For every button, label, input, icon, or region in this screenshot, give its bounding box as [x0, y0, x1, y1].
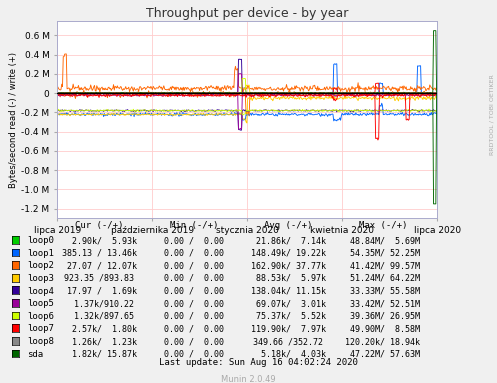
Text: Cur (-/+): Cur (-/+): [75, 221, 124, 230]
Text: 27.07 / 12.07k: 27.07 / 12.07k: [62, 261, 137, 270]
Text: 138.04k/ 11.15k: 138.04k/ 11.15k: [251, 286, 326, 296]
Text: 1.26k/  1.23k: 1.26k/ 1.23k: [62, 337, 137, 346]
Text: 39.36M/ 26.95M: 39.36M/ 26.95M: [345, 312, 420, 321]
Text: 0.00 /  0.00: 0.00 / 0.00: [164, 236, 224, 245]
Text: RRDTOOL / TOBI OETIKER: RRDTOOL / TOBI OETIKER: [490, 75, 495, 155]
Text: 1.82k/ 15.87k: 1.82k/ 15.87k: [62, 350, 137, 359]
Text: 33.33M/ 55.58M: 33.33M/ 55.58M: [345, 286, 420, 296]
Text: 49.90M/  8.58M: 49.90M/ 8.58M: [345, 324, 420, 334]
Text: 2.90k/  5.93k: 2.90k/ 5.93k: [62, 236, 137, 245]
Text: 1.32k/897.65: 1.32k/897.65: [65, 312, 134, 321]
Text: sda: sda: [27, 350, 43, 359]
Text: Avg (-/+): Avg (-/+): [264, 221, 313, 230]
Text: 17.97 /  1.69k: 17.97 / 1.69k: [62, 286, 137, 296]
Text: 0.00 /  0.00: 0.00 / 0.00: [164, 350, 224, 359]
Text: 88.53k/  5.97k: 88.53k/ 5.97k: [251, 274, 326, 283]
Text: 33.42M/ 52.51M: 33.42M/ 52.51M: [345, 299, 420, 308]
Text: 48.84M/  5.69M: 48.84M/ 5.69M: [345, 236, 420, 245]
Text: 923.35 /893.83: 923.35 /893.83: [65, 274, 134, 283]
Text: 47.22M/ 57.63M: 47.22M/ 57.63M: [345, 350, 420, 359]
Text: 0.00 /  0.00: 0.00 / 0.00: [164, 312, 224, 321]
Text: 51.24M/ 64.22M: 51.24M/ 64.22M: [345, 274, 420, 283]
Text: 385.13 / 13.46k: 385.13 / 13.46k: [62, 249, 137, 258]
Text: loop8: loop8: [27, 337, 54, 346]
Text: loop4: loop4: [27, 286, 54, 296]
Text: loop2: loop2: [27, 261, 54, 270]
Text: 1.37k/910.22: 1.37k/910.22: [65, 299, 134, 308]
Text: 21.86k/  7.14k: 21.86k/ 7.14k: [251, 236, 326, 245]
Text: 0.00 /  0.00: 0.00 / 0.00: [164, 261, 224, 270]
Text: 2.57k/  1.80k: 2.57k/ 1.80k: [62, 324, 137, 334]
Text: loop3: loop3: [27, 274, 54, 283]
Text: 0.00 /  0.00: 0.00 / 0.00: [164, 324, 224, 334]
Text: 69.07k/  3.01k: 69.07k/ 3.01k: [251, 299, 326, 308]
Text: Max (-/+): Max (-/+): [358, 221, 407, 230]
Text: loop5: loop5: [27, 299, 54, 308]
Text: 0.00 /  0.00: 0.00 / 0.00: [164, 337, 224, 346]
Text: 349.66 /352.72: 349.66 /352.72: [253, 337, 323, 346]
Text: 75.37k/  5.52k: 75.37k/ 5.52k: [251, 312, 326, 321]
Text: 54.35M/ 52.25M: 54.35M/ 52.25M: [345, 249, 420, 258]
Y-axis label: Bytes/second read (-) / write (+): Bytes/second read (-) / write (+): [9, 52, 18, 188]
Text: 120.20k/ 18.94k: 120.20k/ 18.94k: [345, 337, 420, 346]
Text: 0.00 /  0.00: 0.00 / 0.00: [164, 286, 224, 296]
Text: 148.49k/ 19.22k: 148.49k/ 19.22k: [251, 249, 326, 258]
Text: 0.00 /  0.00: 0.00 / 0.00: [164, 249, 224, 258]
Text: loop0: loop0: [27, 236, 54, 245]
Text: Min (-/+): Min (-/+): [169, 221, 218, 230]
Text: Last update: Sun Aug 16 04:02:24 2020: Last update: Sun Aug 16 04:02:24 2020: [159, 358, 358, 367]
Text: 162.90k/ 37.77k: 162.90k/ 37.77k: [251, 261, 326, 270]
Text: 5.18k/  4.03k: 5.18k/ 4.03k: [251, 350, 326, 359]
Text: loop1: loop1: [27, 249, 54, 258]
Text: 0.00 /  0.00: 0.00 / 0.00: [164, 274, 224, 283]
Title: Throughput per device - by year: Throughput per device - by year: [146, 7, 348, 20]
Text: loop6: loop6: [27, 312, 54, 321]
Text: 119.90k/  7.97k: 119.90k/ 7.97k: [251, 324, 326, 334]
Text: Munin 2.0.49: Munin 2.0.49: [221, 375, 276, 383]
Text: 41.42M/ 99.57M: 41.42M/ 99.57M: [345, 261, 420, 270]
Text: loop7: loop7: [27, 324, 54, 334]
Text: 0.00 /  0.00: 0.00 / 0.00: [164, 299, 224, 308]
